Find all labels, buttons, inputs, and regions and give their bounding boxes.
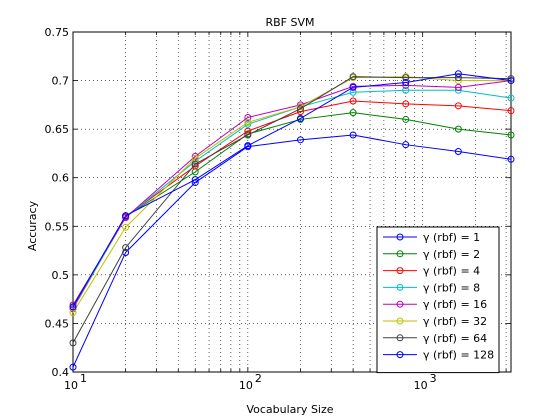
x-tick-label: 10 [414, 379, 428, 392]
data-point [349, 131, 357, 139]
data-point [349, 83, 357, 91]
data-point [402, 115, 410, 123]
data-point [69, 363, 77, 371]
data-point [454, 74, 462, 82]
legend-marker [396, 283, 404, 291]
data-point [507, 107, 515, 115]
legend-label: γ (rbf) = 16 [423, 298, 487, 311]
series-line [72, 76, 512, 344]
data-point [244, 142, 252, 150]
data-point [244, 127, 252, 135]
x-tick-label-exponent: 1 [80, 372, 87, 385]
y-tick-label: 0.75 [45, 26, 70, 39]
legend-marker [396, 300, 404, 308]
legend-label: γ (rbf) = 8 [423, 281, 480, 294]
legend-box [376, 226, 500, 374]
y-tick-label: 0.4 [52, 366, 70, 379]
data-point [507, 94, 515, 102]
data-point [296, 105, 304, 113]
y-tick-label: 0.45 [45, 317, 70, 330]
chart-title: RBF SVM [265, 16, 314, 29]
series-line [72, 73, 512, 308]
data-point [191, 160, 199, 168]
data-point [507, 75, 515, 83]
data-point [454, 83, 462, 91]
data-point [454, 102, 462, 110]
y-tick-label: 0.55 [45, 220, 70, 233]
data-point [507, 131, 515, 139]
y-tick-label: 0.65 [45, 123, 70, 136]
data-point [454, 125, 462, 133]
data-point [244, 113, 252, 121]
legend-marker [396, 334, 404, 342]
data-point [507, 155, 515, 163]
x-tick-label-exponent: 2 [255, 372, 262, 385]
data-point [69, 339, 77, 347]
data-point [402, 74, 410, 82]
legend-label: γ (rbf) = 32 [423, 315, 487, 328]
series-line [72, 134, 512, 368]
y-tick-label: 0.7 [52, 75, 70, 88]
data-point [296, 114, 304, 122]
data-point [454, 147, 462, 155]
x-tick-label-exponent: 3 [430, 372, 437, 385]
data-point [349, 97, 357, 105]
data-point [296, 136, 304, 144]
legend-label: γ (rbf) = 1 [423, 231, 480, 244]
legend-marker [396, 233, 404, 241]
data-point [244, 118, 252, 126]
data-point [122, 223, 130, 231]
axes-box [72, 31, 512, 373]
legend-marker [396, 267, 404, 275]
legend-label: γ (rbf) = 128 [423, 349, 494, 362]
x-tick-label: 10 [64, 379, 78, 392]
x-tick-label: 10 [239, 379, 253, 392]
data-point [402, 79, 410, 87]
data-point [402, 86, 410, 94]
y-axis-label: Accuracy [26, 200, 39, 251]
series-line [72, 76, 511, 314]
legend-marker [396, 351, 404, 359]
series-line [72, 112, 512, 308]
legend-marker [396, 317, 404, 325]
x-axis-label: Vocabulary Size [246, 403, 333, 416]
legend-label: γ (rbf) = 64 [423, 332, 487, 345]
data-point [122, 244, 130, 252]
data-point [122, 214, 130, 222]
series-line [72, 80, 512, 306]
data-point [244, 131, 252, 139]
data-point [122, 212, 130, 220]
data-point [191, 162, 199, 170]
legend-label: γ (rbf) = 2 [423, 248, 480, 261]
data-point [507, 77, 515, 85]
legend-label: γ (rbf) = 4 [423, 265, 480, 278]
data-point [69, 303, 77, 311]
y-tick-label: 0.5 [52, 269, 70, 282]
data-point [454, 70, 462, 78]
y-tick-label: 0.6 [52, 172, 70, 185]
data-point [402, 100, 410, 108]
data-point [349, 73, 357, 81]
legend-marker [396, 250, 404, 258]
data-point [402, 141, 410, 149]
data-point [191, 176, 199, 184]
data-point [69, 301, 77, 309]
data-point [349, 109, 357, 117]
